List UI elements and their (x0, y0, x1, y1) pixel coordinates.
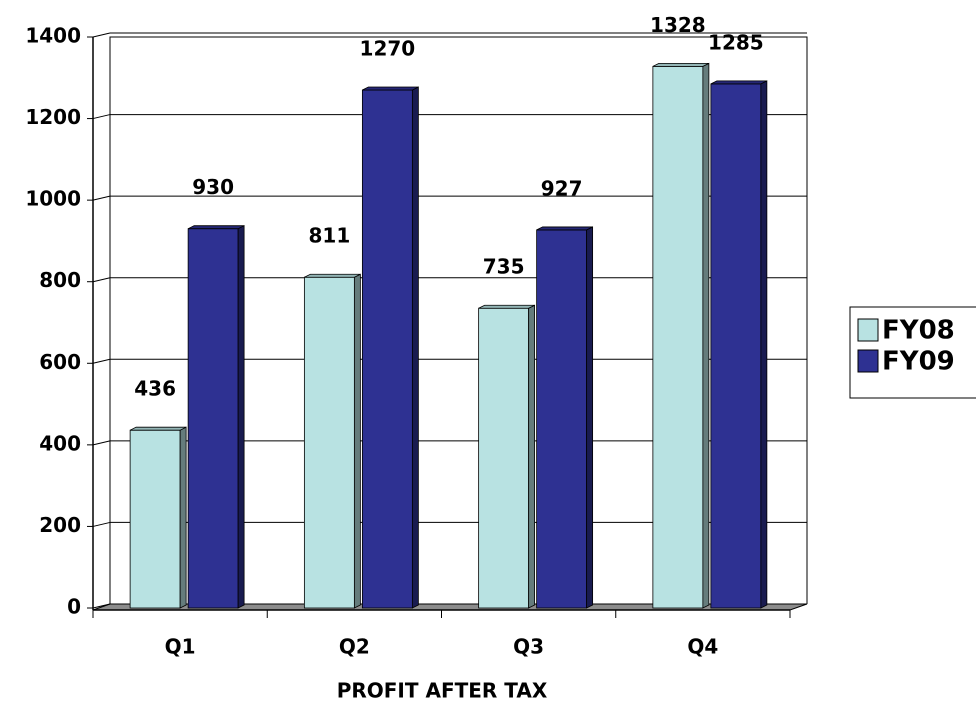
bar-side (586, 226, 594, 609)
y-tick-label: 400 (39, 431, 81, 455)
bar-side (353, 273, 361, 609)
value-label: 1328 (650, 13, 706, 37)
bar-side (702, 62, 710, 609)
value-label: 436 (134, 377, 176, 401)
value-label: 930 (192, 175, 234, 199)
grid-line-side (92, 32, 111, 38)
value-label: 811 (309, 224, 351, 248)
value-label: 927 (541, 176, 583, 200)
x-tick-label: Q4 (687, 635, 718, 659)
bar (652, 65, 704, 609)
bar-top (304, 273, 361, 278)
bar-side (760, 80, 768, 609)
x-tick-label: Q3 (513, 635, 544, 659)
value-label: 1270 (360, 37, 416, 61)
y-tick-label: 200 (39, 513, 81, 537)
legend-swatch (857, 318, 879, 342)
bar-top (187, 225, 245, 230)
bar (361, 89, 413, 609)
grid-line-side (92, 114, 111, 120)
y-tick-label: 1200 (25, 105, 81, 129)
y-tick-label: 600 (39, 350, 81, 374)
legend-label: FY09 (882, 347, 955, 377)
grid-line-side (92, 195, 111, 201)
y-tick-label: 800 (39, 268, 81, 292)
grid-line-side (92, 521, 111, 527)
x-axis-label: PROFIT AFTER TAX (337, 679, 548, 703)
grid-line-side (92, 358, 111, 364)
bar-side (411, 86, 419, 609)
bar-top (536, 226, 593, 231)
grid-line-side (92, 603, 111, 609)
y-tick-label: 0 (67, 595, 81, 619)
bar-top (362, 86, 419, 91)
bar-top (478, 304, 535, 309)
bar (478, 307, 530, 609)
bar-top (710, 80, 768, 85)
bar-side (237, 225, 245, 609)
y-tick-label: 1000 (25, 187, 81, 211)
legend-label: FY08 (882, 316, 955, 346)
bar-top (129, 426, 187, 431)
back-wall (109, 36, 808, 604)
value-label: 1285 (708, 30, 764, 54)
bar-top (652, 62, 710, 67)
bar-side (179, 426, 187, 609)
y-tick-label: 1400 (25, 24, 81, 48)
bar (536, 229, 588, 609)
legend-swatch (857, 349, 879, 373)
bar (303, 276, 355, 609)
grid-line-side (92, 440, 111, 446)
x-tick-label: Q2 (339, 635, 370, 659)
bar (710, 83, 762, 609)
grid-line-side (92, 277, 111, 283)
bar (129, 429, 181, 609)
value-label: 735 (483, 255, 525, 279)
x-tick-label: Q1 (165, 635, 196, 659)
bar (187, 228, 239, 609)
bar-side (528, 304, 536, 609)
